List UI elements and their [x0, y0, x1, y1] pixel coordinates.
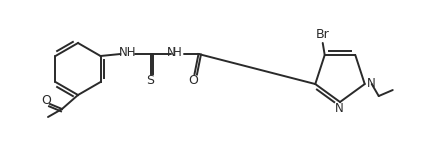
Text: Br: Br — [316, 29, 330, 41]
Text: N: N — [335, 102, 343, 114]
Text: O: O — [189, 74, 198, 88]
Text: NH: NH — [119, 47, 136, 59]
Text: N: N — [367, 76, 376, 90]
Text: N: N — [167, 47, 176, 59]
Text: S: S — [147, 74, 154, 88]
Text: H: H — [173, 47, 182, 59]
Text: O: O — [41, 94, 51, 108]
